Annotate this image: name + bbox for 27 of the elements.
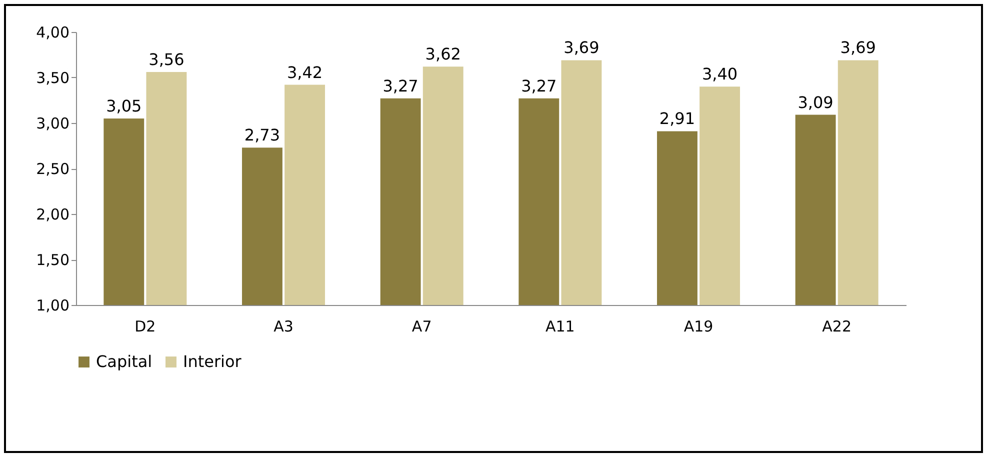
x-tick-label: A7 — [412, 318, 432, 336]
y-tick-label: 2,00 — [36, 206, 70, 224]
data-label: 3,69 — [564, 38, 600, 58]
y-tick-label: 1,50 — [36, 251, 70, 269]
data-label: 3,05 — [106, 96, 142, 116]
data-label: 2,73 — [244, 126, 280, 145]
y-tick-label: 3,50 — [36, 69, 70, 87]
x-tick-label: A3 — [274, 318, 294, 336]
x-tick-label: A22 — [822, 318, 852, 336]
data-label: 3,69 — [840, 38, 876, 58]
data-label: 3,56 — [148, 50, 184, 70]
y-tick-label: 3,00 — [36, 114, 70, 132]
data-label: 3,27 — [382, 76, 418, 96]
legend-label: Interior — [183, 352, 242, 371]
legend-label: Capital — [96, 352, 152, 371]
data-label: 3,40 — [702, 64, 738, 84]
data-label: 3,27 — [521, 76, 557, 96]
y-tick-label: 1,00 — [36, 296, 70, 314]
y-tick-label: 4,00 — [36, 24, 70, 42]
x-tick-label: D2 — [134, 318, 156, 336]
data-label: 2,91 — [659, 109, 696, 128]
x-tick-label: A19 — [684, 318, 714, 336]
y-tick-label: 2,50 — [36, 160, 70, 178]
data-label: 3,42 — [286, 62, 323, 82]
data-label: 3,09 — [798, 92, 834, 112]
x-tick-label: A11 — [545, 318, 575, 336]
data-label: 3,62 — [425, 44, 461, 64]
